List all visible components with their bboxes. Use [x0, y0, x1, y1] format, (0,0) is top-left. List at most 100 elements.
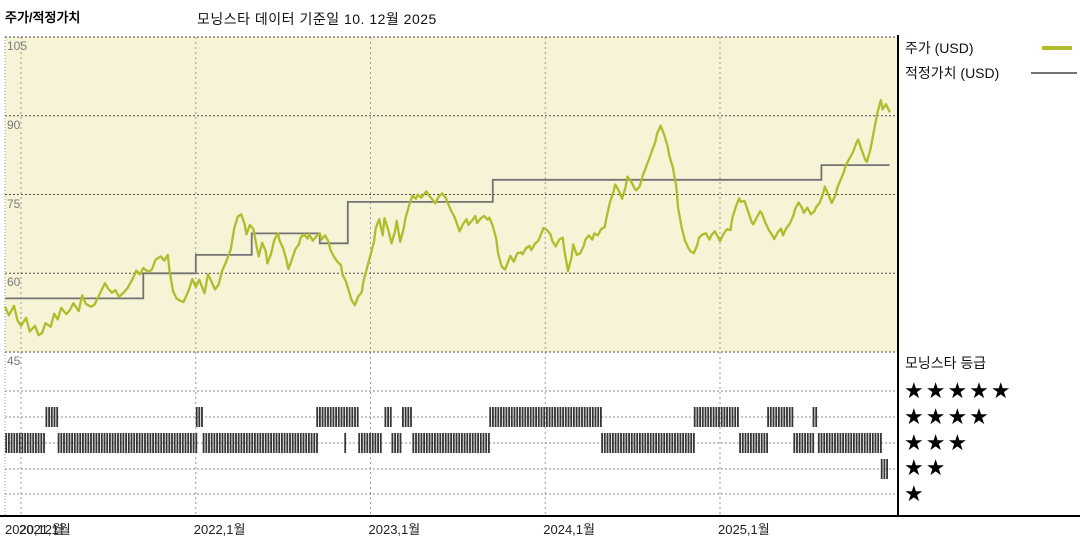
- rating-tick: [187, 433, 190, 453]
- rating-tick: [221, 433, 224, 453]
- rating-tick: [216, 433, 218, 453]
- rating-tick: [95, 433, 98, 453]
- rating-tick: [40, 433, 43, 453]
- rating-tick: [32, 433, 35, 453]
- y-axis-tick-label: 105: [7, 39, 28, 53]
- rating-tick: [693, 407, 696, 427]
- rating-star-legend: ★★★★★ ★★★★ ★★★ ★★ ★: [904, 378, 1013, 507]
- rating-tick: [660, 433, 663, 453]
- rating-tick: [208, 433, 210, 453]
- rating-tick: [836, 433, 839, 453]
- rating-tick: [267, 433, 270, 453]
- rating-tick: [321, 407, 324, 427]
- rating-tick: [809, 433, 812, 453]
- rating-tick: [289, 433, 291, 453]
- rating-tick: [649, 433, 652, 453]
- rating-tick: [154, 433, 157, 453]
- rating-tick: [804, 433, 806, 453]
- rating-tick: [766, 433, 768, 453]
- rating-tick: [76, 433, 79, 453]
- rating-tick: [319, 407, 321, 427]
- rating-tick: [363, 433, 366, 453]
- rating-tick: [109, 433, 111, 453]
- rating-tick: [720, 407, 723, 427]
- rating-tick: [396, 433, 399, 453]
- rating-tick: [780, 407, 783, 427]
- rating-tick: [50, 407, 53, 427]
- rating-tick: [494, 407, 497, 427]
- rating-tick: [540, 407, 543, 427]
- rating-tick: [791, 407, 794, 427]
- rating-tick: [763, 433, 766, 453]
- rating-tick: [600, 407, 602, 427]
- rating-tick: [84, 433, 87, 453]
- rating-tick: [374, 433, 377, 453]
- rating-tick: [513, 407, 516, 427]
- rating-tick: [687, 433, 690, 453]
- rating-tick: [671, 433, 674, 453]
- rating-tick: [775, 407, 778, 427]
- rating-tick: [788, 407, 791, 427]
- rating-tick: [564, 407, 567, 427]
- rating-tick: [831, 433, 834, 453]
- rating-tick: [45, 407, 48, 427]
- rating-tick: [505, 407, 508, 427]
- rating-tick: [682, 433, 684, 453]
- rating-tick: [693, 433, 695, 453]
- rating-tick: [184, 433, 187, 453]
- rating-tick: [609, 433, 612, 453]
- x-axis-tick-label: 2020,12월: [5, 522, 64, 537]
- rating-tick: [308, 433, 310, 453]
- rating-tick: [839, 433, 842, 453]
- rating-tick: [755, 433, 758, 453]
- rating-tick: [340, 407, 343, 427]
- rating-tick: [828, 433, 831, 453]
- rating-tick: [554, 407, 556, 427]
- rating-tick: [861, 433, 863, 453]
- rating-tick: [82, 433, 84, 453]
- rating-tick: [181, 433, 184, 453]
- chart-subtitle: 모닝스타 데이터 기준일 10. 12월 2025: [197, 11, 437, 27]
- rating-tick: [237, 433, 240, 453]
- rating-tick: [741, 433, 744, 453]
- rating-tick: [275, 433, 278, 453]
- rating-tick: [218, 433, 221, 453]
- rating-tick: [744, 433, 747, 453]
- rating-tick: [812, 433, 815, 453]
- rating-tick: [157, 433, 160, 453]
- rating-tick: [343, 407, 346, 427]
- rating-tick: [834, 433, 836, 453]
- rating-tick: [310, 433, 313, 453]
- star-row-5: ★★★★★: [904, 378, 1013, 403]
- rating-tick: [707, 407, 710, 427]
- rating-tick: [452, 433, 455, 453]
- rating-tick: [361, 433, 363, 453]
- rating-tick: [663, 433, 666, 453]
- rating-tick: [71, 433, 73, 453]
- rating-tick: [769, 407, 772, 427]
- x-axis-tick-label: 2021,1월: [19, 522, 71, 537]
- rating-tick: [737, 407, 739, 427]
- rating-tick: [474, 433, 477, 453]
- rating-tick: [119, 433, 122, 453]
- rating-tick: [823, 433, 826, 453]
- rating-tick: [535, 407, 537, 427]
- rating-tick: [556, 407, 559, 427]
- rating-tick: [701, 407, 704, 427]
- rating-tick: [248, 433, 251, 453]
- y-axis-tick-label: 90: [7, 117, 21, 132]
- rating-tick: [192, 433, 195, 453]
- y-axis-tick-label: 45: [7, 354, 21, 368]
- rating-tick: [332, 407, 335, 427]
- rating-tick: [612, 433, 614, 453]
- rating-tick: [589, 407, 591, 427]
- rating-tick: [302, 433, 305, 453]
- rating-tick: [482, 433, 485, 453]
- rating-tick: [346, 407, 348, 427]
- rating-tick: [488, 433, 490, 453]
- rating-tick: [508, 407, 510, 427]
- rating-tick: [195, 407, 198, 427]
- rating-tick: [389, 407, 392, 427]
- rating-tick: [844, 433, 847, 453]
